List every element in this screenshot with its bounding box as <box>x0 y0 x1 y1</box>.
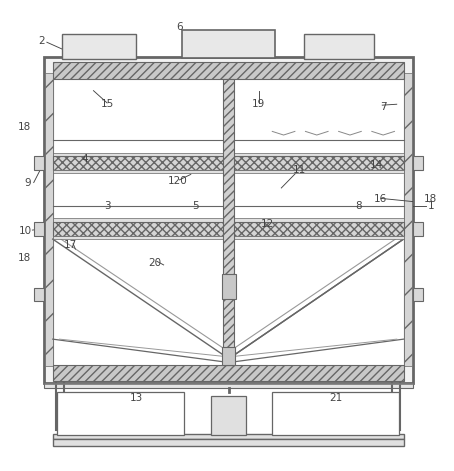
Text: 17: 17 <box>64 240 78 250</box>
Bar <box>34 156 44 170</box>
Bar <box>211 396 247 435</box>
Bar <box>182 31 275 57</box>
Text: 9: 9 <box>25 179 31 188</box>
Bar <box>222 274 236 299</box>
Bar <box>223 79 234 365</box>
Bar <box>53 156 404 170</box>
Bar <box>57 392 184 435</box>
Bar <box>53 153 404 156</box>
Bar <box>272 392 399 435</box>
Text: 3: 3 <box>104 201 110 211</box>
Bar <box>44 57 413 382</box>
Bar <box>44 382 413 388</box>
Bar <box>34 288 44 301</box>
Bar <box>44 382 413 384</box>
Text: 16: 16 <box>374 195 388 204</box>
Bar <box>53 365 404 381</box>
Bar <box>53 222 404 236</box>
Bar <box>53 73 404 366</box>
Bar <box>44 73 53 366</box>
Bar <box>413 156 423 170</box>
Text: 4: 4 <box>81 154 88 163</box>
Bar <box>404 73 412 366</box>
Bar <box>53 218 404 222</box>
Text: 21: 21 <box>329 393 342 404</box>
Bar <box>53 434 404 439</box>
Text: 120: 120 <box>168 176 187 186</box>
Text: 11: 11 <box>293 165 306 175</box>
Text: 5: 5 <box>192 201 199 211</box>
Text: 1: 1 <box>427 201 434 211</box>
Bar <box>53 170 404 173</box>
Text: 18: 18 <box>18 253 31 263</box>
Bar <box>304 34 374 59</box>
Text: 18: 18 <box>424 195 437 204</box>
Text: 14: 14 <box>370 160 383 171</box>
Text: 13: 13 <box>130 393 143 404</box>
Text: 15: 15 <box>100 99 114 109</box>
Bar <box>413 288 423 301</box>
Text: 2: 2 <box>38 36 45 46</box>
Text: 12: 12 <box>261 219 274 229</box>
Text: 7: 7 <box>380 102 386 112</box>
Bar <box>34 222 44 236</box>
Bar <box>62 34 137 59</box>
Text: 6: 6 <box>176 22 183 32</box>
Text: 19: 19 <box>252 99 265 109</box>
Text: 20: 20 <box>148 258 161 268</box>
Bar <box>222 347 235 365</box>
Bar <box>53 439 404 446</box>
Text: 8: 8 <box>355 201 361 211</box>
Bar <box>413 222 423 236</box>
Bar <box>53 62 404 79</box>
Bar <box>53 236 404 239</box>
Text: 10: 10 <box>19 226 32 236</box>
Text: 18: 18 <box>18 122 31 132</box>
